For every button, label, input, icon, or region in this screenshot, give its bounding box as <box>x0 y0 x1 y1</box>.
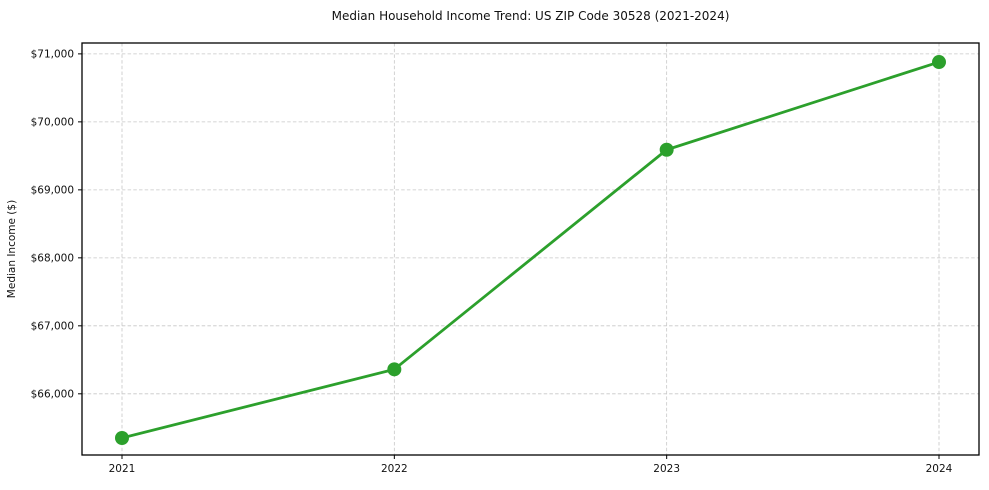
data-point <box>659 142 674 157</box>
y-tick-label: $69,000 <box>31 184 74 196</box>
data-point <box>115 431 129 446</box>
y-tick-label: $71,000 <box>31 48 74 60</box>
y-tick-label: $67,000 <box>31 320 74 332</box>
data-points <box>115 55 946 446</box>
axis-ticks <box>78 53 940 459</box>
y-tick-label: $70,000 <box>31 116 74 128</box>
y-axis-label: Median Income ($) <box>6 199 18 299</box>
x-tick-label: 2022 <box>381 463 408 475</box>
chart-title: Median Household Income Trend: US ZIP Co… <box>331 9 730 23</box>
data-point <box>387 362 402 377</box>
plot-border <box>81 42 980 456</box>
y-tick-label: $68,000 <box>31 252 74 264</box>
y-tick-label: $66,000 <box>31 388 74 400</box>
data-point <box>932 55 946 70</box>
x-tick-label: 2024 <box>926 463 953 475</box>
x-tick-label: 2021 <box>109 463 136 475</box>
gridlines <box>82 43 979 455</box>
trend-line <box>120 60 941 440</box>
x-tick-label: 2023 <box>653 463 680 475</box>
axis-tick-labels: $66,000 $67,000 $68,000 $69,000 $70,000 $71,0… <box>31 48 953 475</box>
